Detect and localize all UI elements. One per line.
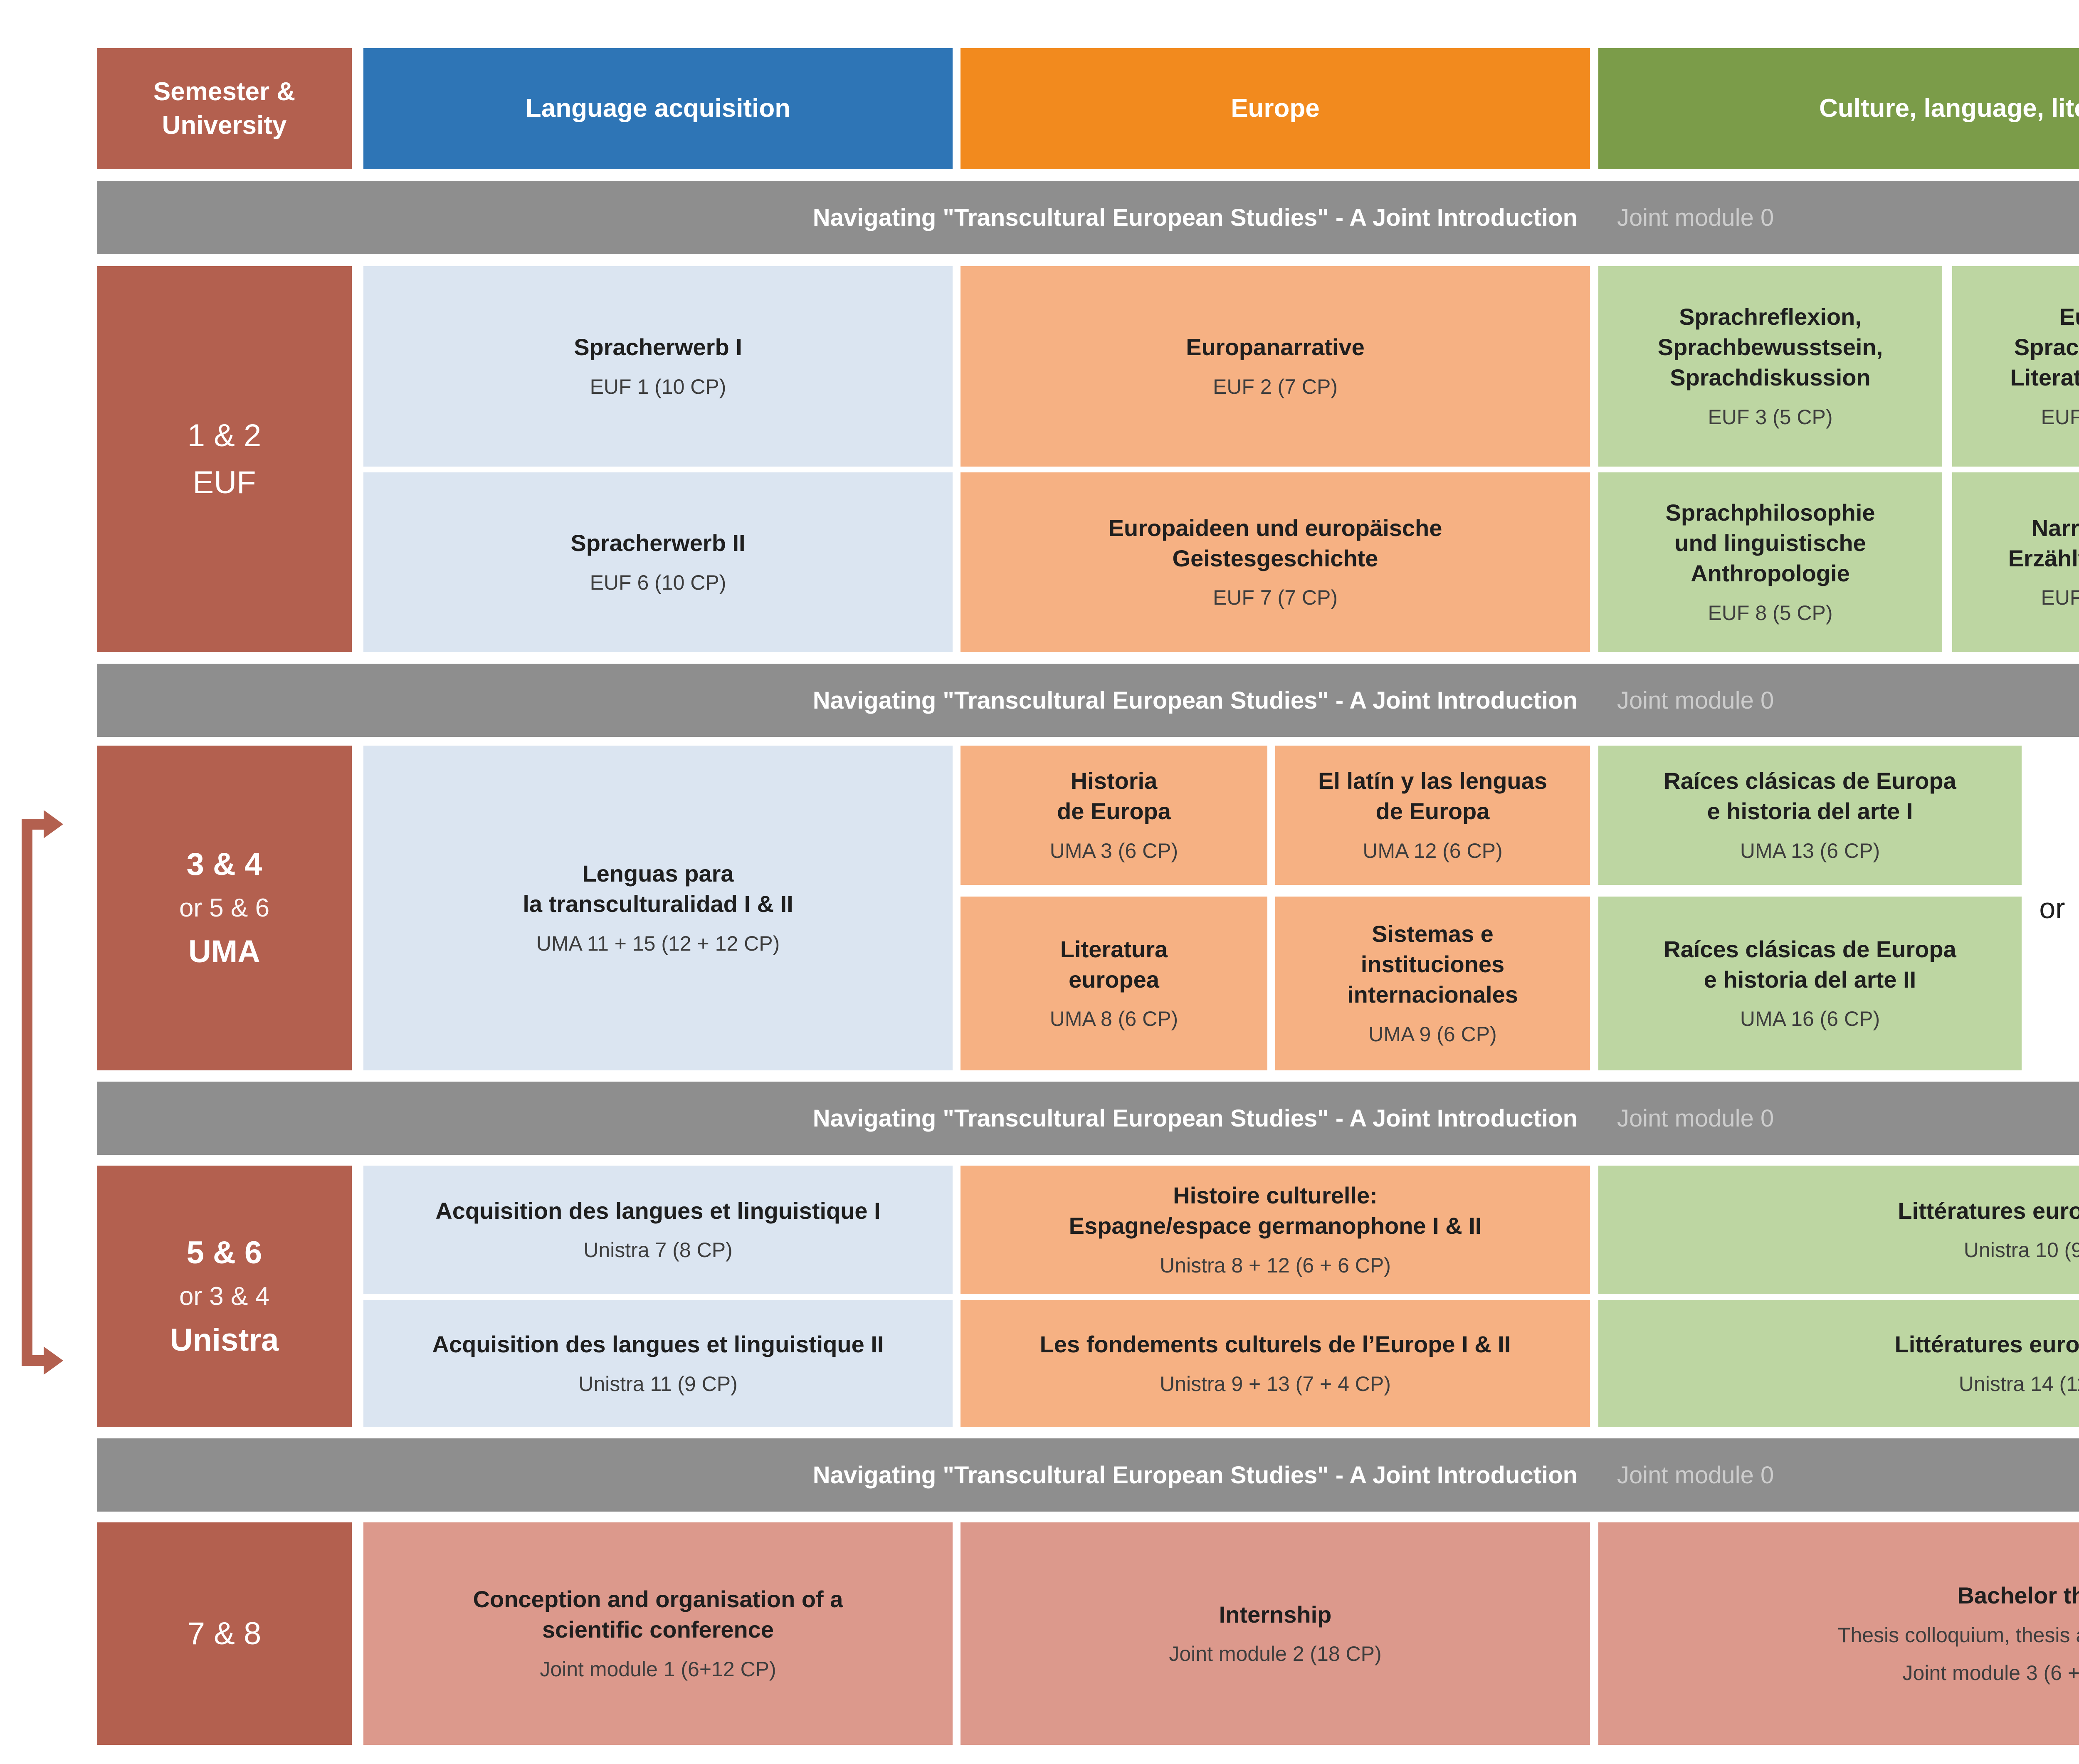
module-cell-euf9: Narratologie/ Erzähltraditionen EUF 9 (5… [1952, 472, 2079, 652]
module-cell-uma13: Raíces clásicas de Europa e historia del… [1598, 746, 2022, 885]
joint-intro-title: Navigating "Transcultural European Studi… [812, 1461, 1578, 1489]
module-cell-joint2: Internship Joint module 2 (18 CP) [960, 1522, 1590, 1745]
sidebar-euf-university: EUF [193, 465, 256, 500]
sidebar-joint: 7 & 8 [97, 1522, 352, 1745]
module-cell-uma9: Sistemas e instituciones internacionales… [1275, 897, 1590, 1070]
module-cell-unistra8-12: Histoire culturelle: Espagne/espace germ… [960, 1166, 1590, 1294]
swap-arrow-icon [22, 810, 63, 1375]
header-europe: Europe [960, 48, 1590, 169]
module-cell-joint3: Bachelor thesis Thesis colloquium, thesi… [1598, 1522, 2079, 1745]
module-cell-euf6: Spracherwerb II EUF 6 (10 CP) [363, 472, 953, 652]
joint-intro-module: Joint module 0 [1617, 1461, 1774, 1489]
module-cell-unistra14: Littératures européennes II Unistra 14 (… [1598, 1300, 2079, 1427]
module-cell-uma11-15: Lenguas para la transculturalidad I & II… [363, 746, 953, 1070]
joint-intro-module: Joint module 0 [1617, 204, 1774, 231]
header-row: Semester & University Language acquisiti… [97, 48, 2079, 169]
module-cell-uma3: Historia de Europa UMA 3 (6 CP) [960, 746, 1267, 885]
sidebar-uma-alternative: or 5 & 6 [179, 894, 270, 922]
sidebar-unistra-semesters: 5 & 6 [186, 1235, 262, 1270]
module-cell-euf8: Sprachphilosophie und linguistische Anth… [1598, 472, 1942, 652]
module-cell-unistra7: Acquisition des langues et linguistique … [363, 1166, 953, 1294]
sidebar-unistra-alternative: or 3 & 4 [179, 1282, 270, 1311]
sidebar-euf-semesters: 1 & 2 [187, 418, 262, 453]
joint-block: 7 & 8 Conception and organisation of a s… [97, 1522, 2079, 1745]
sidebar-euf: 1 & 2 EUF [97, 266, 352, 652]
joint-intro-bar-4: Navigating "Transcultural European Studi… [97, 1438, 2079, 1512]
sidebar-uma: 3 & 4 or 5 & 6 UMA [97, 746, 352, 1070]
joint-intro-title: Navigating "Transcultural European Studi… [812, 687, 1578, 714]
module-cell-uma16: Raíces clásicas de Europa e historia del… [1598, 897, 2022, 1070]
joint-intro-bar-3: Navigating "Transcultural European Studi… [97, 1082, 2079, 1155]
unistra-block: 5 & 6 or 3 & 4 Unistra Acquisition des l… [97, 1166, 2079, 1427]
joint-intro-title: Navigating "Transcultural European Studi… [812, 204, 1578, 231]
module-cell-unistra11: Acquisition des langues et linguistique … [363, 1300, 953, 1427]
sidebar-unistra-university: Unistra [170, 1322, 279, 1358]
euf-block: 1 & 2 EUF Spracherwerb I EUF 1 (10 CP) E… [97, 266, 2079, 652]
header-culture: Culture, language, literature & media [1598, 48, 2079, 169]
header-language-acquisition: Language acquisition [363, 48, 953, 169]
module-cell-euf2: Europanarrative EUF 2 (7 CP) [960, 266, 1590, 467]
joint-intro-bar-2: Navigating "Transcultural European Studi… [97, 664, 2079, 737]
sidebar-unistra: 5 & 6 or 3 & 4 Unistra [97, 1166, 352, 1427]
module-cell-uma12: El latín y las lenguas de Europa UMA 12 … [1275, 746, 1590, 885]
module-cell-unistra10: Littératures européennes I Unistra 10 (9… [1598, 1166, 2079, 1294]
module-cell-euf3: Sprachreflexion, Sprachbewusstsein, Spra… [1598, 266, 1942, 467]
sidebar-joint-semesters: 7 & 8 [187, 1616, 262, 1651]
module-cell-euf1: Spracherwerb I EUF 1 (10 CP) [363, 266, 953, 467]
joint-intro-module: Joint module 0 [1617, 1104, 1774, 1132]
header-semester-university: Semester & University [97, 48, 352, 169]
sidebar-uma-university: UMA [188, 934, 261, 969]
module-cell-joint1: Conception and organisation of a scienti… [363, 1522, 953, 1745]
joint-intro-title: Navigating "Transcultural European Studi… [812, 1104, 1578, 1132]
or-label: or [2039, 892, 2065, 924]
module-cell-euf7: Europaideen und europäische Geistesgesch… [960, 472, 1590, 652]
sidebar-uma-semesters: 3 & 4 [186, 846, 262, 882]
module-cell-euf4: Europa: Sprache, Kultur, Literatur, Medi… [1952, 266, 2079, 467]
joint-intro-module: Joint module 0 [1617, 687, 1774, 714]
module-cell-unistra9-13: Les fondements culturels de l’Europe I &… [960, 1300, 1590, 1427]
uma-block: 3 & 4 or 5 & 6 UMA Lenguas para la trans… [97, 746, 2079, 1070]
joint-intro-bar-1: Navigating "Transcultural European Studi… [97, 181, 2079, 254]
module-cell-uma8: Literatura europea UMA 8 (6 CP) [960, 897, 1267, 1070]
